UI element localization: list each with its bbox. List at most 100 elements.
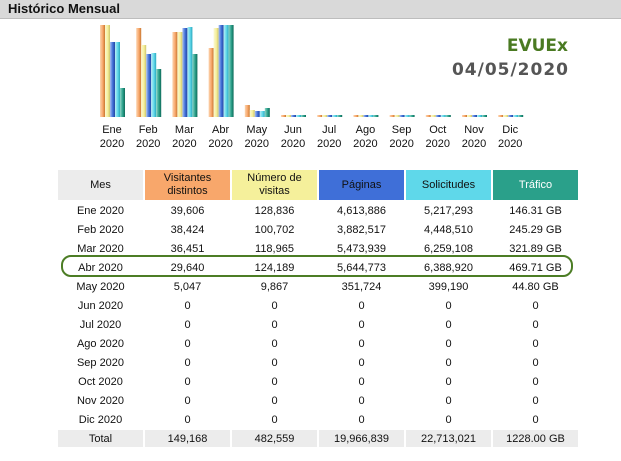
x-tick-label: Jul [322,124,336,136]
cell-mes: Mar 2020 [77,242,124,255]
table-row: Nov 2020 0 0 0 0 0 [58,392,578,409]
x-tick-label: Jun [284,124,302,136]
cell-mes: Total [58,430,143,447]
cell-trafico: 0 [532,299,539,312]
bar-numero [503,115,509,117]
bar-trafico-rect [373,115,379,117]
cell-paginas: 351,724 [341,280,382,293]
bar-numero [105,25,110,117]
cell-paginas: 0 [358,337,365,350]
cell-paginas: 5,644,773 [337,261,386,274]
bar-solicitudes [296,115,301,117]
bar-paginas [399,115,405,117]
total-row: Total 149,168 482,559 19,966,839 22,713,021 1… [58,430,578,447]
bar-solicitudes-rect [259,111,265,117]
cell-paginas: 4,613,886 [337,204,386,217]
cell-numero-visitas: 118,965 [255,242,294,255]
cell-visitantes: 0 [184,375,191,388]
cell-trafico: 146.31 GB [509,204,562,217]
table-row: Sep 2020 0 0 0 0 0 [58,354,578,371]
bar-numero-rect [177,32,183,117]
bar-visitantes [208,48,214,117]
bar-paginas [435,115,441,117]
cell-mes: May 2020 [76,280,125,293]
bar-visitantes-rect [172,32,178,117]
x-tick-label: 2020 [100,138,124,150]
bar-numero [177,32,183,117]
cell-trafico: 0 [532,318,539,331]
cell-paginas: 3,882,517 [337,223,386,236]
cell-visitantes: 149,168 [145,430,230,447]
cell-solicitudes: 22,713,021 [406,430,491,447]
table-row: Jul 2020 0 0 0 0 0 [58,316,578,333]
cell-visitantes: 29,640 [170,261,205,274]
cell-visitantes: 0 [184,337,191,350]
x-tick-label: 2020 [353,138,377,150]
bar-visitantes [100,25,105,117]
cell-paginas: 0 [358,413,365,426]
cell-mes: Ene 2020 [76,204,125,217]
header-numero-visitas: Número de visitas [232,170,317,200]
table-row: Jun 2020 0 0 0 0 0 [58,297,578,314]
cell-visitantes: 0 [184,413,191,426]
x-tick-label: May [246,124,267,136]
bar-visitantes-rect [389,115,395,117]
bar-solicitudes [440,115,446,117]
cell-trafico: 469.71 GB [509,261,562,274]
x-tick-label: Ene [102,124,122,136]
cell-visitantes: 0 [184,394,191,407]
header-visitantes: Visitantes distintos [145,170,230,200]
monthly-stats-table: Mes Visitantes distintos Número de visit… [56,168,580,449]
header-trafico: Tráfico [493,170,578,200]
bar-paginas [327,115,333,117]
cell-mes: Oct 2020 [78,375,123,388]
cell-paginas: 0 [358,356,365,369]
bar-paginas-rect [110,42,115,117]
bar-solicitudes [477,115,482,117]
cell-numero-visitas: 100,702 [254,223,295,236]
bar-paginas-rect [435,115,441,117]
bar-trafico-rect [482,115,487,117]
bar-solicitudes-rect [223,25,229,117]
bar-numero-rect [105,25,110,117]
cell-numero-visitas: 0 [271,394,278,407]
brand-label: EVUEx [506,36,568,56]
cell-numero-visitas: 128,836 [254,204,295,217]
cell-mes: Feb 2020 [77,223,124,236]
cell-solicitudes: 6,388,920 [424,261,473,274]
x-tick-label: Feb [139,124,158,136]
bar-visitantes [389,115,395,117]
bar-trafico [409,115,415,117]
table-row: Ene 2020 39,606 128,836 4,613,886 5,217,293 1… [58,202,578,219]
cell-paginas: 0 [358,318,365,331]
x-tick-label: Abr [212,124,229,136]
cell-visitantes: 0 [184,318,191,331]
bar-solicitudes [223,25,229,117]
x-tick-label: Mar [175,124,194,136]
bar-visitantes-rect [462,115,467,117]
cell-solicitudes: 0 [445,299,452,312]
bar-visitantes-rect [208,48,214,117]
bar-numero-rect [322,115,328,117]
bar-numero [141,45,147,117]
bar-paginas-rect [472,115,477,117]
bar-numero-rect [286,115,291,117]
header-mes: Mes [58,170,143,200]
cell-solicitudes: 0 [445,337,452,350]
bar-trafico-rect [301,115,306,117]
bar-trafico [156,69,162,117]
bar-visitantes [353,115,359,117]
cell-visitantes: 5,047 [173,280,202,293]
table-row: Ago 2020 0 0 0 0 0 [58,335,578,352]
cell-trafico: 0 [532,394,539,407]
table-row: Mar 2020 36,451 118,965 5,473,939 6,259,108 3… [58,240,578,257]
bar-paginas-rect [291,115,296,117]
x-tick-label: 2020 [281,138,305,150]
bar-trafico-rect [337,115,343,117]
cell-solicitudes: 0 [445,318,452,331]
bar-solicitudes [187,27,193,117]
bar-paginas-rect [327,115,333,117]
cell-numero-visitas: 9,867 [260,280,289,293]
bar-trafico [301,115,306,117]
bar-numero [213,28,219,117]
